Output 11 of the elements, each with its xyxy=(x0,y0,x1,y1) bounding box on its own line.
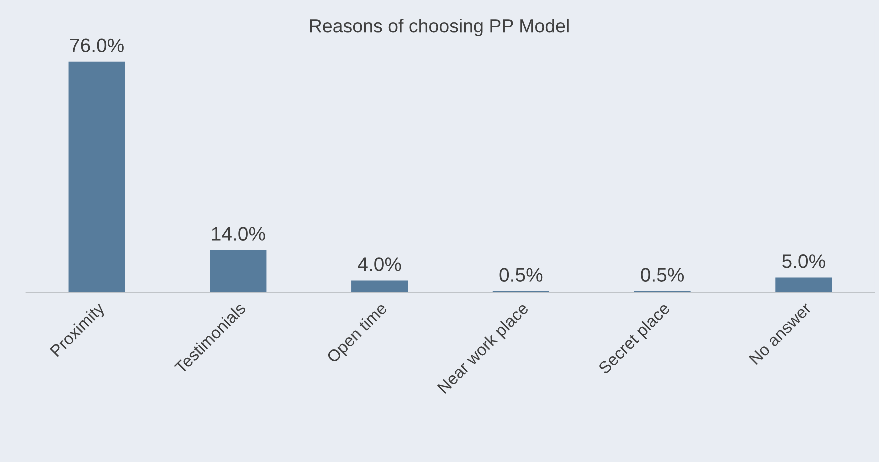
bar xyxy=(352,280,408,293)
bar xyxy=(68,62,126,293)
data-label: 5.0% xyxy=(782,254,826,268)
data-label: 0.5% xyxy=(500,268,543,282)
data-label: 14.0% xyxy=(212,227,266,241)
bar xyxy=(210,250,267,293)
data-label: 76.0% xyxy=(70,38,124,53)
chart-title: Reasons of choosing PP Model xyxy=(310,18,569,36)
data-label: 4.0% xyxy=(358,258,402,272)
data-label: 0.5% xyxy=(641,268,684,282)
bar xyxy=(776,278,832,293)
